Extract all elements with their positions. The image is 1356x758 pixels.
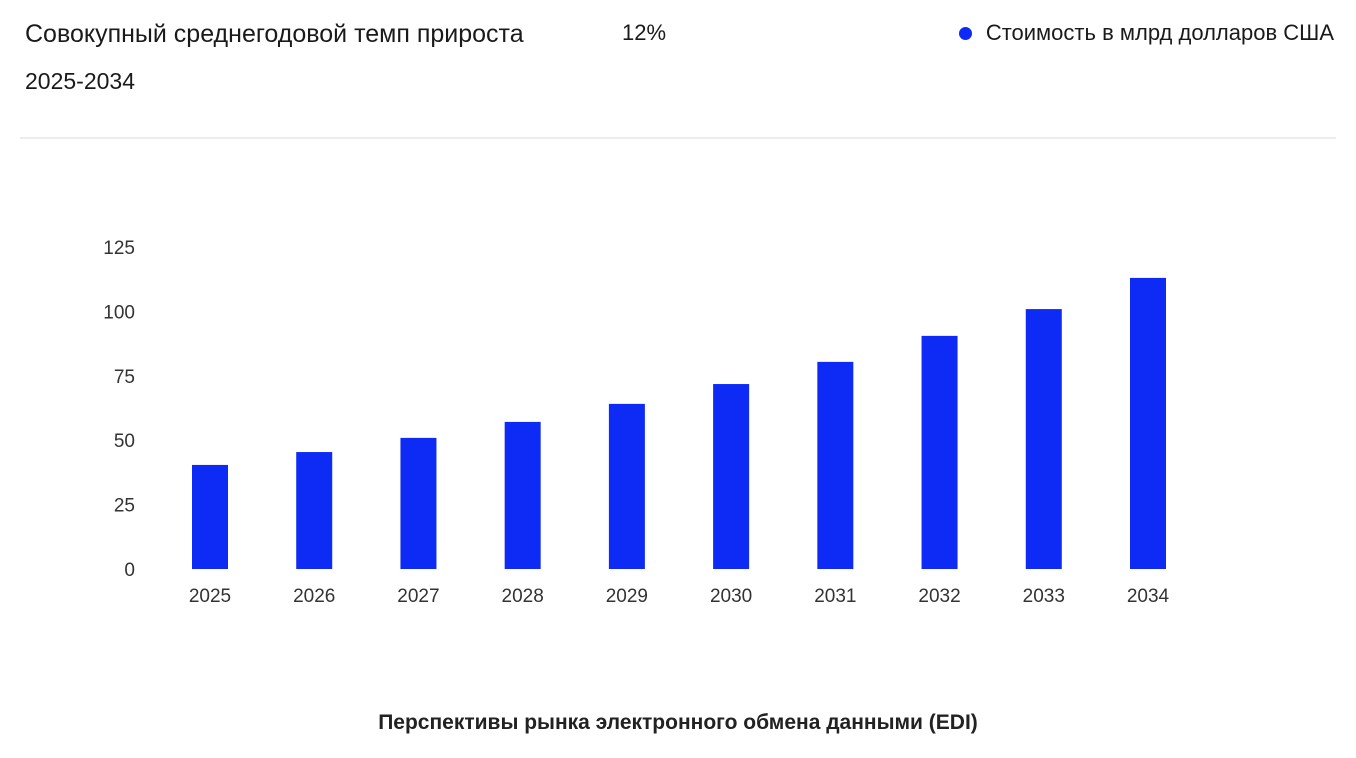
y-tick-label: 25 [114,496,135,517]
x-tick-label: 2034 [1127,586,1170,607]
x-tick-label: 2033 [1023,586,1065,607]
bar-2031 [817,361,854,569]
bar-2025 [192,464,228,569]
period-label: 2025-2034 [25,68,135,94]
legend: Стоимость в млрд долларов США [958,20,1334,46]
bar-2027 [400,437,437,569]
x-tick-label: 2031 [814,586,856,607]
y-tick-label: 75 [114,367,135,388]
y-tick-label: 100 [103,302,135,323]
bar-2029 [608,403,645,569]
divider [20,137,1336,139]
bar-2032 [921,335,958,569]
cagr-value: 12% [622,20,667,45]
legend-swatch [958,26,972,40]
x-tick-label: 2026 [293,586,335,607]
y-tick-label: 125 [103,238,135,259]
x-tick-label: 2032 [918,586,960,607]
x-tick-label: 2029 [606,586,648,607]
chart-caption: Перспективы рынка электронного обмена да… [378,711,978,734]
bar-2026 [296,452,333,569]
y-tick-label: 50 [114,431,135,452]
legend-label: Стоимость в млрд долларов США [985,20,1334,45]
x-tick-label: 2025 [189,586,231,607]
y-tick-label: 0 [124,560,135,581]
bar-2034 [1130,277,1166,569]
chart-header-title: Совокупный среднегодовой темп прироста [25,20,524,48]
bar-2033 [1025,309,1062,569]
x-tick-label: 2030 [710,586,752,607]
x-tick-label: 2028 [502,586,544,607]
bar-2028 [504,421,541,569]
bar-2030 [713,384,750,569]
x-tick-label: 2027 [397,586,439,607]
